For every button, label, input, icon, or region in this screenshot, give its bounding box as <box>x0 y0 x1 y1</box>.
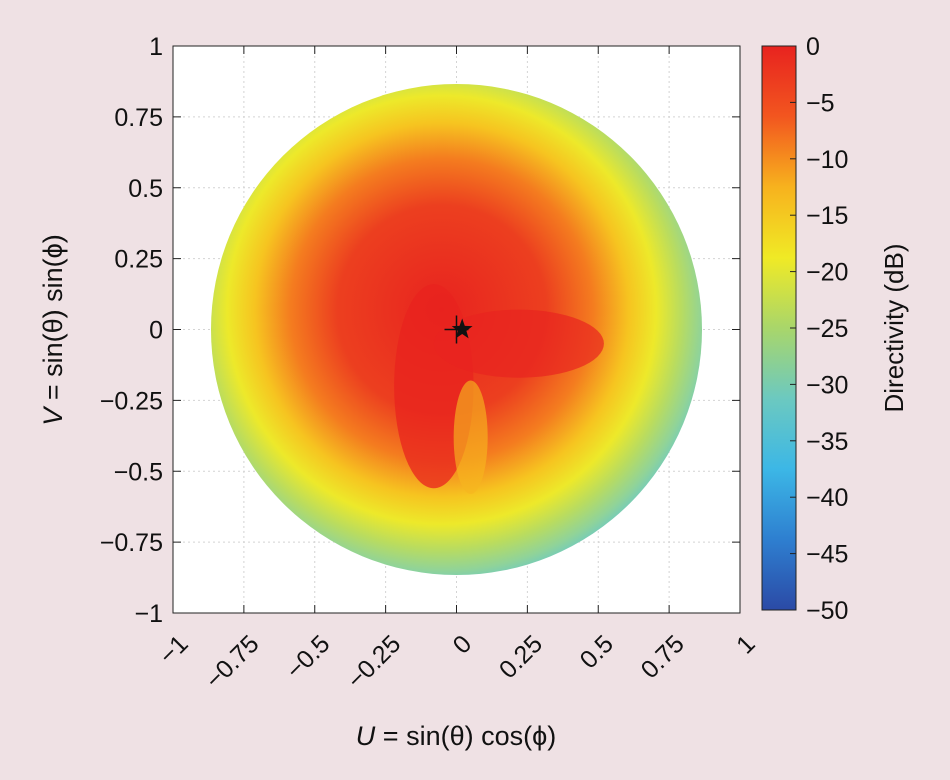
main-beam-star <box>451 318 473 339</box>
colorbar-tick-label: 0 <box>806 33 820 61</box>
x-tick-label: −0.5 <box>281 630 336 685</box>
x-tick-label: −0.75 <box>200 630 265 695</box>
y-tick-label: 0.25 <box>114 246 163 274</box>
y-tick-label: 0.5 <box>128 175 163 203</box>
y-axis-label: V = sin(θ) sin(ϕ) <box>38 234 68 425</box>
x-tick-label: −0.25 <box>342 630 407 695</box>
colorbar-tick-label: −10 <box>806 146 848 174</box>
y-tick-label: 0.75 <box>114 104 163 132</box>
colorbar-tick-label: −25 <box>806 315 848 343</box>
colorbar-tick-label: −30 <box>806 371 848 399</box>
colorbar-tick-label: −20 <box>806 259 848 287</box>
y-axis: 1 0.75 0.5 0.25 0 −0.25 −0.5 −0.75 −1 <box>100 33 740 628</box>
x-tick-label: 0.75 <box>636 630 690 684</box>
x-tick-label: −1 <box>154 630 194 670</box>
beam-markers <box>444 315 473 344</box>
colorbar-tick-label: −50 <box>806 597 848 625</box>
y-tick-label: 0 <box>149 317 163 345</box>
y-tick-label: −1 <box>134 600 163 628</box>
colorbar-tick-label: −35 <box>806 428 848 456</box>
y-tick-label: −0.5 <box>114 458 163 486</box>
x-tick-label: 1 <box>731 630 761 660</box>
colorbar-label: Directivity (dB) <box>879 243 909 412</box>
colorbar-tick-label: −15 <box>806 202 848 230</box>
colorbar-tick-label: −40 <box>806 484 848 512</box>
x-axis-label: U = sin(θ) cos(ϕ) <box>356 721 556 751</box>
x-tick-label: 0.5 <box>575 630 619 674</box>
beam-notch <box>453 380 488 494</box>
y-tick-label: 1 <box>149 33 163 61</box>
x-tick-label: 0 <box>448 630 478 660</box>
colorbar-tick-label: −45 <box>806 541 848 569</box>
y-tick-label: −0.25 <box>100 387 163 415</box>
beam-lobe-right <box>433 309 604 378</box>
x-tick-label: 0.25 <box>494 630 548 684</box>
y-tick-label: −0.75 <box>100 529 163 557</box>
colorbar-axis: 0 −5 −10 −15 −20 −25 −30 −35 −40 −45 −50 <box>790 33 848 625</box>
colorbar-tick-label: −5 <box>806 89 835 117</box>
